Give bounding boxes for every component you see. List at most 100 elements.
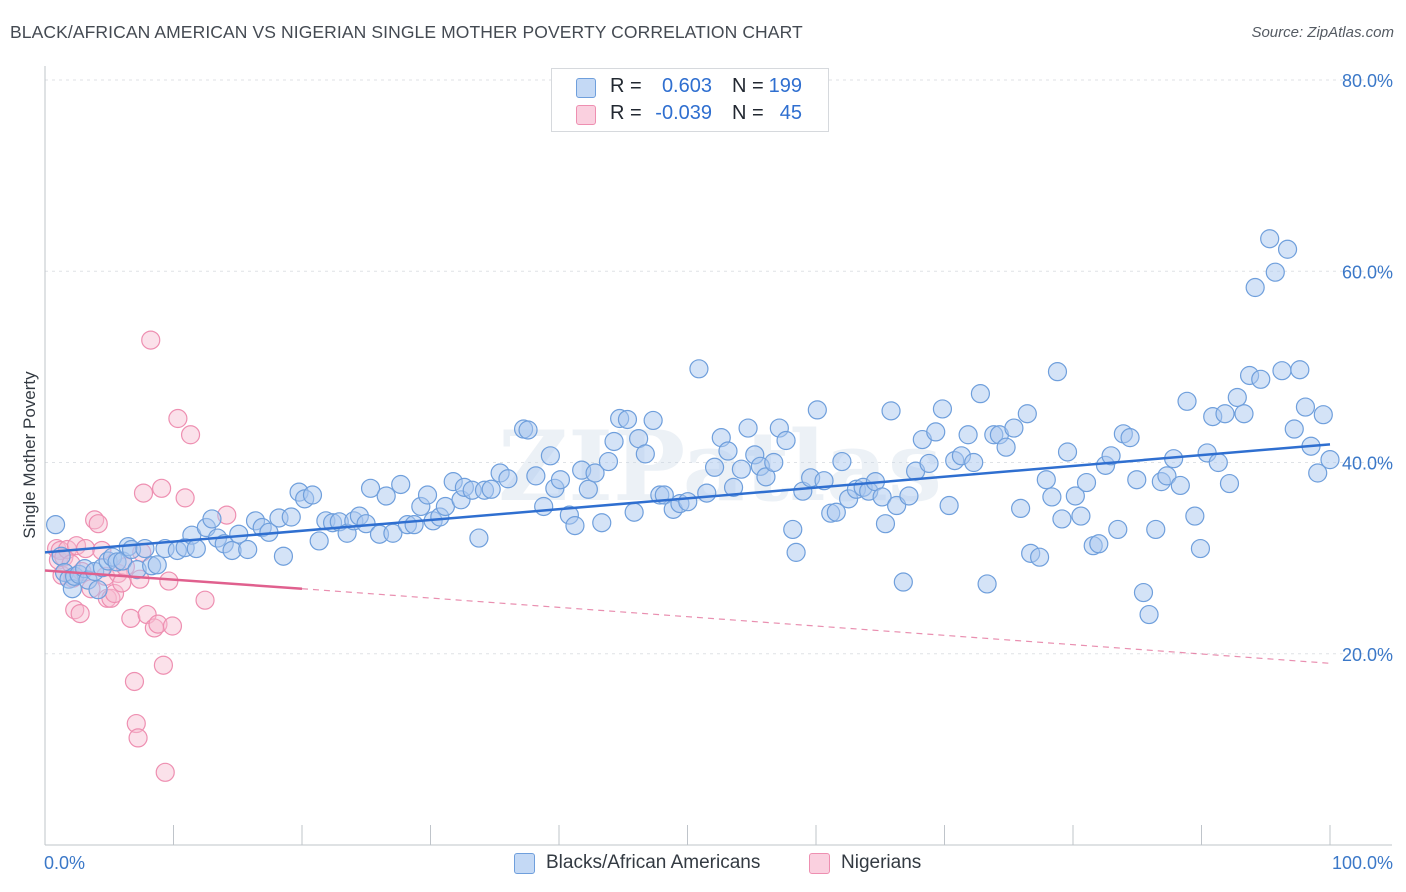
legend-r-value: -0.039 [655, 102, 712, 124]
data-point-black [1227, 387, 1247, 408]
data-point-black [585, 463, 605, 483]
data-point-black [1170, 475, 1190, 496]
data-point-black [578, 479, 598, 499]
data-point-black [550, 470, 571, 490]
data-point-black [977, 574, 997, 594]
data-point-black [202, 509, 222, 529]
data-point-black [624, 502, 644, 522]
data-point-black [826, 502, 846, 522]
data-point-black [481, 479, 501, 499]
data-point-black [1313, 405, 1333, 425]
data-point-black [1101, 446, 1121, 466]
y-axis-label: Single Mother Poverty [20, 371, 39, 539]
data-point-nigerian [159, 571, 179, 591]
data-point-black [1308, 463, 1328, 483]
data-point-nigerian [148, 614, 168, 634]
data-point-black [635, 444, 655, 464]
data-point-black [526, 466, 546, 486]
black-points [45, 229, 1340, 625]
data-point-black [147, 555, 167, 575]
data-point-black [697, 483, 717, 503]
data-point-nigerian [128, 728, 148, 748]
stats-legend: R = 0.603 N = 199 R = -0.039 N = 45 [551, 68, 829, 132]
data-point-black [565, 516, 585, 536]
data-point-black [498, 469, 518, 489]
data-point-black [1057, 442, 1078, 462]
chart-title: BLACK/AFRICAN AMERICAN VS NIGERIAN SINGL… [10, 22, 803, 42]
data-point-black [875, 514, 896, 534]
data-point-black [1320, 450, 1340, 470]
data-point-black [1127, 470, 1147, 490]
data-point-black [786, 542, 806, 562]
trend-line-nigerian [44, 569, 303, 590]
data-point-black [718, 441, 738, 461]
data-point-black [893, 572, 913, 592]
data-point-nigerian [162, 616, 183, 636]
legend-r-label: R = [610, 102, 642, 124]
data-point-black [958, 425, 978, 445]
data-point-nigerian [180, 425, 201, 445]
data-point-black [1076, 472, 1097, 493]
x-tick-label: 0.0% [44, 853, 85, 873]
data-point-black [1265, 262, 1285, 282]
trend-line-black [44, 443, 1331, 554]
data-point-black [540, 446, 560, 466]
data-point-black [1215, 404, 1235, 424]
data-point-black [1272, 361, 1292, 381]
data-point-black [678, 492, 698, 512]
x-tick-label: 100.0% [1332, 853, 1393, 873]
data-point-nigerian [175, 488, 195, 508]
data-point-black [1245, 277, 1265, 298]
data-point-black [88, 580, 108, 600]
legend-n-label: N = [732, 75, 764, 97]
data-point-black [1089, 534, 1109, 554]
data-point-black [1177, 391, 1197, 411]
data-point-black [814, 471, 834, 491]
data-point-nigerian [195, 590, 215, 610]
data-point-black [1071, 506, 1091, 526]
data-point-black [1157, 466, 1177, 486]
data-point-black [926, 422, 946, 442]
data-point-black [919, 453, 939, 474]
data-point-nigerian [141, 330, 161, 350]
source-label: Source: ZipAtlas.com [1251, 24, 1394, 41]
data-point-black [899, 486, 919, 506]
y-tick-label: 40.0% [1342, 454, 1393, 474]
legend-r-label: R = [610, 75, 642, 97]
data-point-black [1065, 486, 1085, 506]
data-point-black [1290, 360, 1310, 380]
data-point-black [1133, 582, 1154, 603]
data-point-black [598, 451, 619, 472]
data-point-nigerian [152, 478, 172, 498]
data-point-nigerian [65, 600, 85, 620]
data-point-black [996, 437, 1016, 457]
data-point-black [723, 477, 744, 497]
data-point-black [738, 418, 758, 438]
data-point-black [1108, 519, 1128, 540]
data-point-black [1139, 604, 1159, 625]
bottom-swatch-blue [514, 853, 535, 874]
data-point-nigerian [121, 608, 141, 628]
data-point-black [1185, 506, 1205, 526]
data-point-nigerian [70, 603, 90, 624]
legend-n-label: N = [732, 102, 764, 124]
grid-lines [45, 79, 1392, 655]
data-point-black [964, 452, 984, 473]
legend-row-nigerian: R = -0.039 N = 45 [552, 102, 828, 128]
data-point-black [1208, 452, 1228, 473]
data-point-black [970, 384, 991, 404]
legend-n-value: 199 [768, 75, 802, 97]
data-point-black [1011, 498, 1031, 518]
data-point-black [1052, 509, 1072, 529]
legend-swatch-blue [576, 78, 596, 98]
data-point-nigerian [126, 713, 146, 734]
data-point-nigerian [85, 510, 105, 530]
data-point-black [1017, 404, 1037, 424]
bottom-legend-label: Nigerians [841, 852, 922, 873]
data-point-black [1260, 229, 1280, 249]
data-point-black [309, 531, 329, 551]
tick-labels: 20.0% 40.0% 60.0% 80.0% 0.0% 100.0% [44, 71, 1393, 873]
data-point-black [404, 515, 424, 535]
trend-lines [44, 443, 1331, 664]
data-point-black [783, 519, 803, 540]
